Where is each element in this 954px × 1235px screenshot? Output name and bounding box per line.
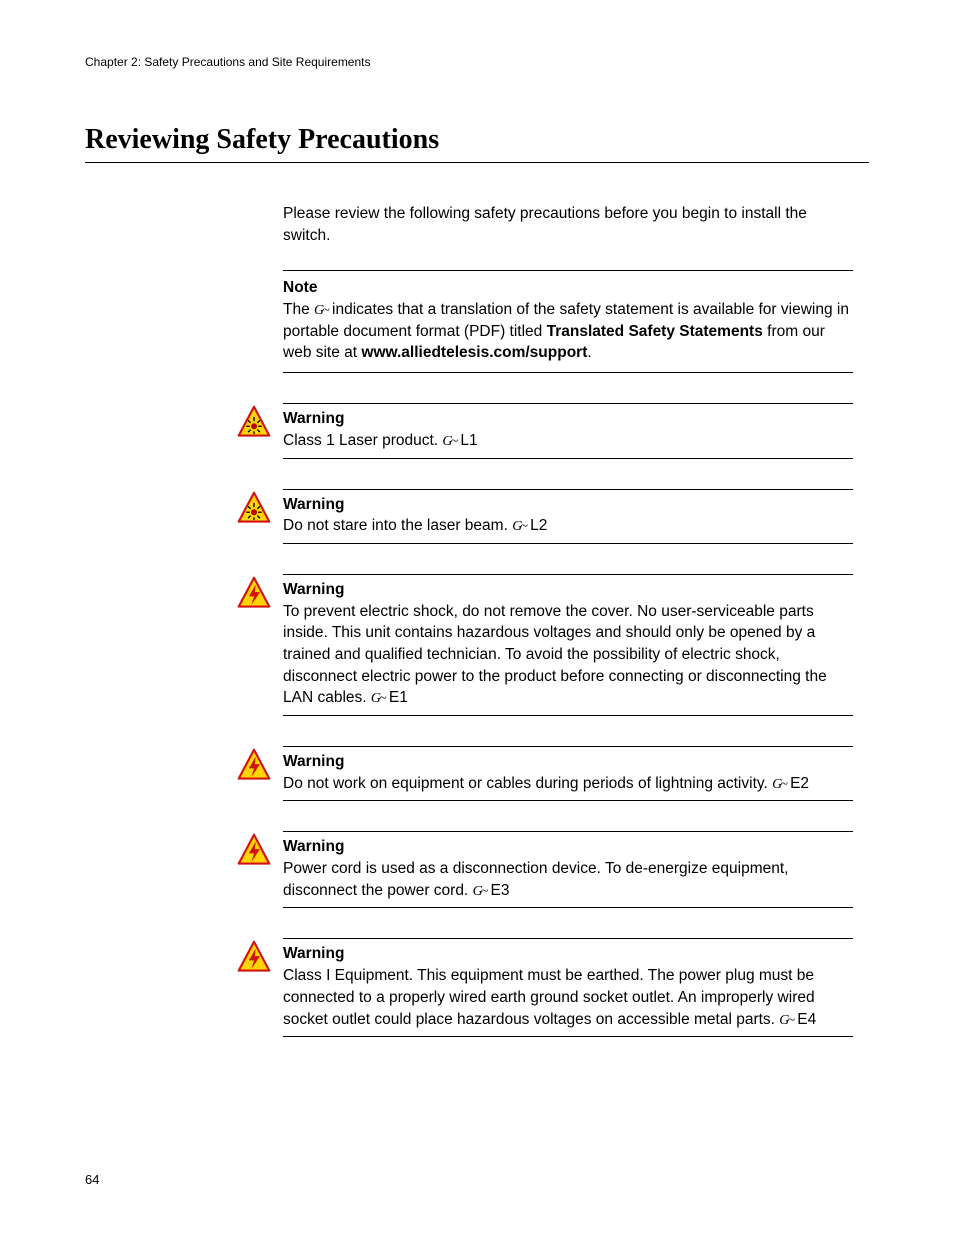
chapter-header: Chapter 2: Safety Precautions and Site R… — [85, 55, 869, 69]
warning-block: WarningDo not stare into the laser beam.… — [283, 489, 853, 544]
warning-body: Do not work on equipment or cables durin… — [283, 773, 853, 795]
shock-warning-icon — [237, 833, 271, 867]
page-number: 64 — [85, 1172, 99, 1187]
shock-warning-icon — [237, 940, 271, 974]
warnings-list: WarningClass 1 Laser product. G~ L1Warni… — [283, 403, 853, 1037]
warning-text: WarningTo prevent electric shock, do not… — [283, 574, 853, 716]
note-bold-1: Translated Safety Statements — [547, 323, 763, 340]
warning-body-text: To prevent electric shock, do not remove… — [283, 603, 827, 707]
reference-glyph-icon: G~ — [473, 884, 487, 899]
warning-code: E2 — [786, 775, 809, 792]
warning-body-text: Do not work on equipment or cables durin… — [283, 775, 772, 792]
warning-body: Class 1 Laser product. G~ L1 — [283, 430, 853, 452]
warning-code: L1 — [456, 432, 478, 449]
warning-block: WarningTo prevent electric shock, do not… — [283, 574, 853, 716]
warning-block: WarningClass I Equipment. This equipment… — [283, 938, 853, 1037]
intro-paragraph: Please review the following safety preca… — [283, 203, 853, 246]
reference-glyph-icon: G~ — [512, 519, 526, 534]
laser-warning-icon — [237, 491, 271, 525]
warning-title: Warning — [283, 751, 853, 773]
laser-warning-icon — [237, 405, 271, 439]
warning-body: Do not stare into the laser beam. G~ L2 — [283, 515, 853, 537]
warning-text: WarningDo not stare into the laser beam.… — [283, 489, 853, 544]
shock-warning-icon — [237, 748, 271, 782]
reference-glyph-icon: G~ — [442, 434, 456, 449]
content-column: Please review the following safety preca… — [283, 203, 853, 1037]
reference-glyph-icon: G~ — [772, 777, 786, 792]
note-text-end: . — [587, 344, 591, 361]
reference-glyph-icon: G~ — [371, 691, 385, 706]
shock-warning-icon — [237, 576, 271, 610]
warning-body-text: Do not stare into the laser beam. — [283, 517, 512, 534]
note-text-pre: The — [283, 301, 314, 318]
warning-title: Warning — [283, 494, 853, 516]
warning-block: Warning Do not work on equipment or cable… — [283, 746, 853, 801]
warning-code: E4 — [793, 1011, 816, 1028]
warning-body: Power cord is used as a disconnection de… — [283, 858, 853, 901]
section-title: Reviewing Safety Precautions — [85, 124, 869, 163]
note-title: Note — [283, 277, 853, 299]
warning-title: Warning — [283, 836, 853, 858]
warning-title: Warning — [283, 408, 853, 430]
warning-body-text: Class I Equipment. This equipment must b… — [283, 967, 815, 1027]
warning-body-text: Power cord is used as a disconnection de… — [283, 860, 788, 899]
warning-code: E3 — [486, 882, 509, 899]
warning-body: To prevent electric shock, do not remove… — [283, 601, 853, 709]
warning-text: WarningPower cord is used as a disconnec… — [283, 831, 853, 908]
reference-glyph-icon: G~ — [314, 303, 328, 318]
note-bold-2: www.alliedtelesis.com/support — [361, 344, 587, 361]
warning-title: Warning — [283, 579, 853, 601]
warning-block: WarningClass 1 Laser product. G~ L1 — [283, 403, 853, 458]
warning-code: L2 — [526, 517, 548, 534]
warning-text: WarningClass 1 Laser product. G~ L1 — [283, 403, 853, 458]
note-body: The G~ indicates that a translation of t… — [283, 299, 853, 364]
warning-body-text: Class 1 Laser product. — [283, 432, 442, 449]
warning-block: WarningPower cord is used as a disconnec… — [283, 831, 853, 908]
warning-text: Warning Do not work on equipment or cable… — [283, 746, 853, 801]
warning-code: E1 — [385, 689, 408, 706]
document-page: Chapter 2: Safety Precautions and Site R… — [0, 0, 954, 1235]
warning-body: Class I Equipment. This equipment must b… — [283, 965, 853, 1030]
reference-glyph-icon: G~ — [779, 1013, 793, 1028]
warning-title: Warning — [283, 943, 853, 965]
warning-text: WarningClass I Equipment. This equipment… — [283, 938, 853, 1037]
note-block: Note The G~ indicates that a translation… — [283, 270, 853, 373]
